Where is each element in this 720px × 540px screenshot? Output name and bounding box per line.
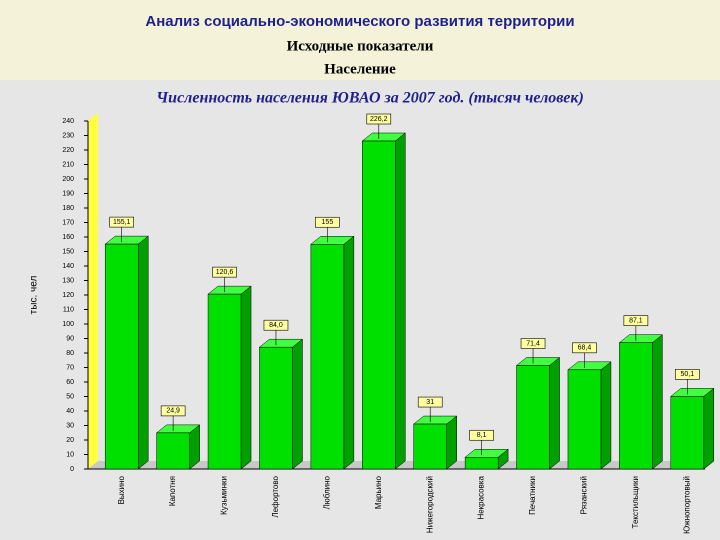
x-tick-label: Марьино bbox=[374, 475, 383, 509]
y-tick-label: 170 bbox=[62, 219, 74, 226]
value-label: 84,0 bbox=[269, 322, 283, 329]
value-label-box bbox=[109, 216, 135, 228]
y-tick-label: 40 bbox=[66, 408, 74, 415]
chart-title: Численность населения ЮВАО за 2007 год. … bbox=[156, 90, 584, 107]
x-tick-label: Печатники bbox=[528, 476, 537, 515]
x-tick-label: Некрасовка bbox=[477, 475, 486, 519]
slide-title: Анализ социально-экономического развития… bbox=[145, 13, 574, 30]
value-label: 155,1 bbox=[113, 219, 131, 226]
bar bbox=[567, 369, 602, 470]
y-tick-label: 160 bbox=[62, 234, 74, 241]
x-tick-label: Рязанский bbox=[580, 476, 589, 514]
x-tick-label: Лефортово bbox=[271, 475, 280, 517]
section-title: Население bbox=[324, 61, 396, 77]
value-label: 71,4 bbox=[526, 340, 540, 347]
bar-side bbox=[240, 285, 252, 470]
y-tick-label: 70 bbox=[66, 364, 74, 371]
value-label-box bbox=[263, 319, 289, 331]
bar bbox=[464, 457, 499, 470]
value-label-box bbox=[160, 405, 186, 417]
x-tick-label: Кузьминки bbox=[220, 476, 229, 515]
y-tick-label: 60 bbox=[66, 379, 74, 386]
y-tick-label: 200 bbox=[62, 176, 74, 183]
y-tick-label: 230 bbox=[62, 132, 74, 139]
x-tick-label: Текстильщики bbox=[631, 476, 640, 528]
value-label-box bbox=[212, 266, 237, 278]
side-wall bbox=[88, 113, 98, 469]
value-label: 120,6 bbox=[216, 269, 234, 276]
y-tick-label: 210 bbox=[62, 161, 74, 168]
bar-side bbox=[137, 235, 149, 470]
x-tick-label: Выхино bbox=[117, 475, 126, 504]
value-label: 226,2 bbox=[370, 116, 388, 123]
y-tick-label: 120 bbox=[62, 292, 74, 299]
bar bbox=[670, 396, 705, 470]
bar bbox=[310, 244, 345, 470]
x-tick-label: Нижегородский bbox=[425, 476, 434, 533]
slide-subtitle: Исходные показатели bbox=[287, 38, 434, 54]
y-tick-label: 220 bbox=[62, 147, 74, 154]
y-tick-label: 240 bbox=[62, 118, 74, 125]
value-label-box bbox=[417, 396, 443, 408]
y-tick-label: 110 bbox=[63, 306, 74, 313]
value-label: 68,4 bbox=[578, 345, 592, 352]
bar-side bbox=[600, 361, 612, 470]
y-tick-label: 190 bbox=[62, 190, 74, 197]
value-label: 24,9 bbox=[166, 408, 180, 415]
value-label: 8,1 bbox=[477, 432, 487, 439]
y-tick-label: 130 bbox=[62, 277, 74, 284]
y-tick-label: 20 bbox=[66, 437, 74, 444]
bar bbox=[413, 423, 447, 470]
bar bbox=[104, 243, 139, 470]
y-tick-label: 80 bbox=[66, 350, 74, 357]
bar-side bbox=[446, 415, 457, 470]
value-label: 155 bbox=[322, 219, 334, 226]
bar bbox=[619, 342, 653, 470]
y-tick-label: 100 bbox=[62, 321, 74, 328]
bar bbox=[362, 140, 396, 470]
y-tick-label: 140 bbox=[62, 263, 74, 270]
value-label-box bbox=[520, 338, 546, 349]
x-tick-label: Люблино bbox=[322, 475, 331, 509]
value-label: 50,1 bbox=[680, 371, 694, 378]
y-tick-label: 10 bbox=[66, 451, 74, 458]
y-tick-label: 0 bbox=[70, 466, 74, 473]
bar-side bbox=[395, 132, 406, 470]
bar-side bbox=[652, 334, 663, 470]
bar-side bbox=[703, 387, 715, 470]
bar-side bbox=[292, 338, 303, 470]
value-label-box bbox=[572, 342, 597, 354]
y-axis-label: тыс. чел bbox=[29, 276, 40, 315]
value-label-box bbox=[674, 369, 700, 380]
y-tick-label: 180 bbox=[62, 205, 74, 212]
bar bbox=[259, 346, 293, 470]
bar bbox=[516, 365, 550, 470]
value-label-box bbox=[623, 315, 649, 327]
bar bbox=[207, 293, 242, 470]
value-label: 31 bbox=[426, 399, 434, 406]
x-tick-label: Капотня bbox=[168, 476, 177, 506]
bar bbox=[156, 432, 190, 470]
y-tick-label: 150 bbox=[62, 248, 74, 255]
value-label: 87,1 bbox=[629, 318, 643, 325]
x-tick-label: Южнопортовый bbox=[682, 476, 691, 534]
value-label-box bbox=[315, 216, 340, 228]
y-tick-label: 30 bbox=[66, 422, 74, 429]
bar-side bbox=[343, 235, 355, 470]
value-label-box bbox=[366, 113, 392, 125]
bar-side bbox=[549, 356, 560, 470]
value-label-box bbox=[469, 429, 494, 441]
y-tick-label: 90 bbox=[66, 335, 74, 342]
y-tick-label: 50 bbox=[66, 393, 74, 400]
